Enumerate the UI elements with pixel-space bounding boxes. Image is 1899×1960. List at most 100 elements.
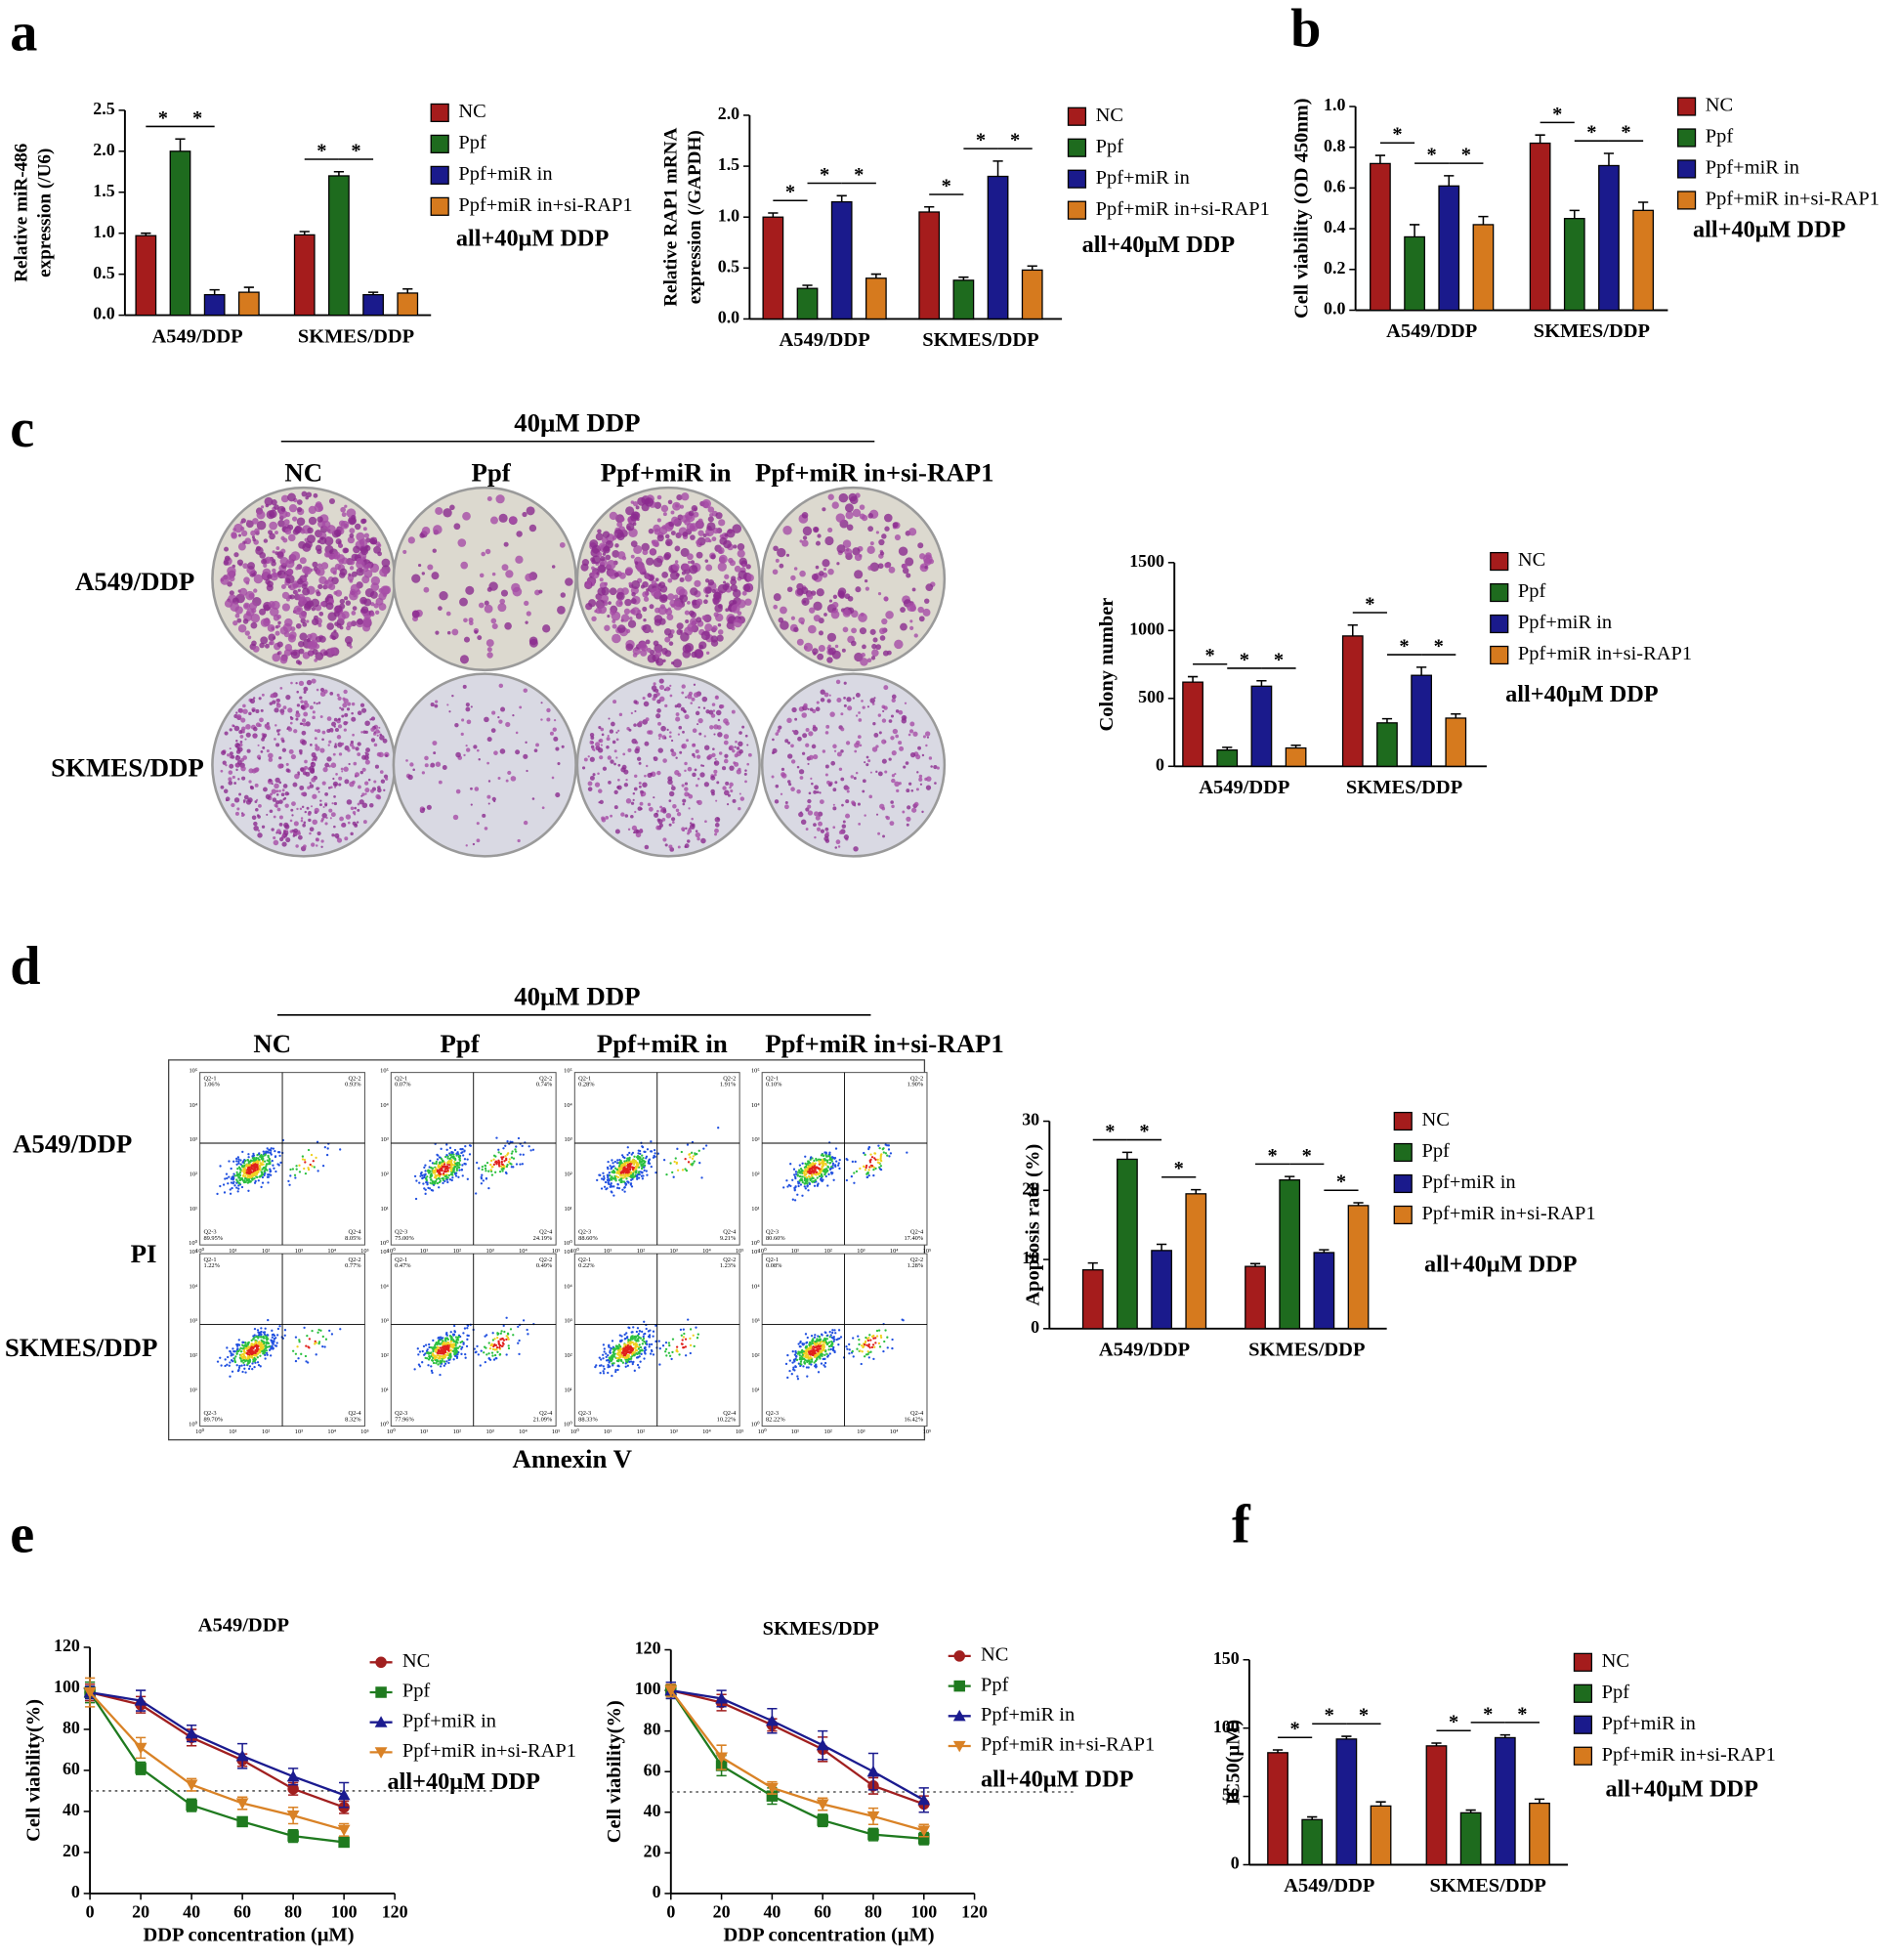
colony xyxy=(822,559,830,568)
flow-event xyxy=(517,1325,520,1329)
colony xyxy=(882,709,885,713)
flow-event xyxy=(452,1169,456,1172)
flow-event xyxy=(637,1163,640,1166)
flow-event xyxy=(803,1177,807,1181)
flow-event xyxy=(443,1179,446,1183)
colony xyxy=(341,512,347,518)
colony xyxy=(642,549,649,556)
colony xyxy=(813,823,817,827)
colony xyxy=(675,586,686,596)
colony xyxy=(662,758,667,763)
quadrant-percent: 0.77% xyxy=(345,1262,361,1269)
colony xyxy=(497,716,500,719)
flow-event xyxy=(481,1165,485,1169)
flow-event xyxy=(295,1165,298,1168)
flow-event xyxy=(257,1363,261,1367)
colony xyxy=(627,619,637,628)
colony xyxy=(671,751,677,757)
flow-event xyxy=(261,1175,265,1179)
flow-event xyxy=(229,1375,232,1378)
colony xyxy=(297,834,303,840)
flow-event xyxy=(296,1345,299,1348)
colony xyxy=(302,566,311,575)
colony xyxy=(836,697,842,703)
flow-event xyxy=(485,1161,489,1165)
colony xyxy=(486,496,492,502)
flow-event xyxy=(262,1155,265,1158)
colony xyxy=(826,657,833,663)
flow-event xyxy=(438,1174,441,1177)
colony xyxy=(325,552,331,558)
colony xyxy=(274,724,277,727)
flow-event xyxy=(446,1167,449,1170)
colony xyxy=(486,794,491,799)
flow-event xyxy=(476,1344,479,1348)
flow-event xyxy=(845,1178,849,1182)
colony xyxy=(325,598,329,602)
flow-event xyxy=(438,1162,442,1165)
flow-event xyxy=(867,1173,870,1177)
colony xyxy=(710,635,718,643)
flow-event xyxy=(264,1344,267,1347)
colony xyxy=(671,821,675,825)
flow-event xyxy=(274,1344,278,1347)
flow-event xyxy=(265,1349,269,1352)
flow-event xyxy=(482,1179,485,1182)
flow-event xyxy=(623,1186,626,1189)
flow-event xyxy=(469,1144,473,1147)
colony xyxy=(661,818,666,822)
colony xyxy=(463,636,471,643)
colony xyxy=(696,723,699,726)
colony xyxy=(654,643,663,654)
flow-event xyxy=(488,1347,492,1350)
colony xyxy=(694,692,699,699)
flow-event xyxy=(312,1160,315,1163)
colony xyxy=(700,630,710,641)
colony xyxy=(711,536,717,542)
colony xyxy=(270,607,279,617)
flow-event xyxy=(497,1151,500,1154)
colony xyxy=(871,643,877,650)
colony xyxy=(490,728,496,733)
colony xyxy=(500,706,506,712)
colony xyxy=(881,718,887,723)
colony xyxy=(324,803,328,807)
colony xyxy=(675,716,681,722)
colony xyxy=(329,555,334,560)
colony xyxy=(271,783,274,786)
flow-event xyxy=(245,1171,248,1174)
colony xyxy=(780,620,789,630)
colony xyxy=(659,809,664,813)
colony xyxy=(837,845,841,848)
colony xyxy=(786,586,793,593)
flow-event xyxy=(270,1149,273,1152)
colony xyxy=(641,542,650,552)
colony xyxy=(312,715,316,720)
flow-event xyxy=(607,1175,610,1178)
colony xyxy=(490,618,497,624)
flow-event xyxy=(640,1167,644,1171)
flow-event xyxy=(805,1175,808,1179)
flow-event xyxy=(785,1179,788,1182)
colony xyxy=(604,624,611,631)
colony xyxy=(250,621,258,629)
colony xyxy=(377,543,382,548)
colony xyxy=(383,788,386,791)
quadrant-percent: 1.06% xyxy=(203,1082,220,1088)
colony xyxy=(824,535,834,546)
colony xyxy=(865,586,869,591)
colony xyxy=(644,844,650,850)
flow-event xyxy=(869,1153,872,1156)
colony xyxy=(625,643,634,652)
colony xyxy=(690,611,696,618)
colony xyxy=(702,533,707,538)
colony xyxy=(831,601,839,609)
colony xyxy=(523,820,528,826)
flow-event xyxy=(509,1140,512,1143)
colony xyxy=(818,821,823,827)
colony xyxy=(921,753,925,757)
colony xyxy=(306,806,310,810)
colony xyxy=(275,743,280,747)
flow-event xyxy=(818,1162,822,1165)
flow-event xyxy=(804,1169,808,1172)
